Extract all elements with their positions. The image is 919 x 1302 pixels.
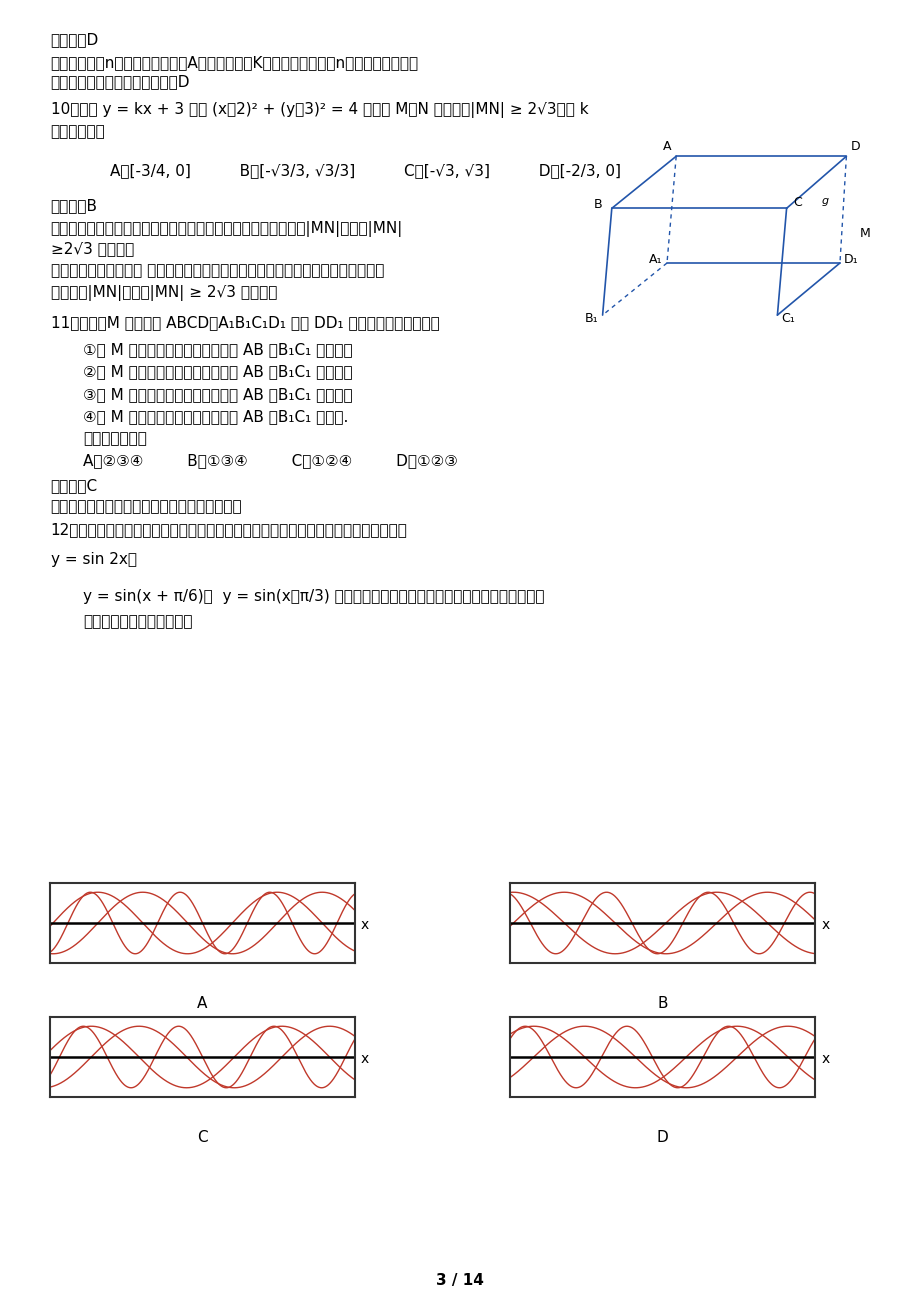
Text: 【解析】考查n次独立重复事件中A事件恰好发生K次的公式，可先求n次测试中没有人通: 【解析】考查n次独立重复事件中A事件恰好发生K次的公式，可先求n次测试中没有人通: [51, 55, 418, 70]
Text: A: A: [197, 996, 208, 1010]
Text: C: C: [197, 1130, 208, 1144]
Text: x: x: [821, 1052, 829, 1066]
Text: ④过 M 点有且只有一个平面与直线 AB 、B₁C₁ 都平行.: ④过 M 点有且只有一个平面与直线 AB 、B₁C₁ 都平行.: [83, 409, 347, 424]
Text: A₁: A₁: [649, 253, 662, 266]
Text: B: B: [656, 996, 667, 1010]
Text: A．[-3/4, 0]          B．[-√3/3, √3/3]          C．[-√3, √3]          D．[-2/3, 0]: A．[-3/4, 0] B．[-√3/3, √3/3] C．[-√3, √3] …: [110, 163, 620, 178]
Text: 12．如图，四位同学在同一个坐标系中分别选定了一个适当的区间，各自作出三个函数: 12．如图，四位同学在同一个坐标系中分别选定了一个适当的区间，各自作出三个函数: [51, 522, 407, 538]
Text: 【答案】D: 【答案】D: [51, 33, 98, 48]
Text: y = sin(x + π/6)，  y = sin(x－π/3) 的图像如下。结果发现其中有一位同学作出的图像有: y = sin(x + π/6)， y = sin(x－π/3) 的图像如下。结…: [83, 589, 544, 604]
Text: ①过 M 点有且只有一条直线与直线 AB 、B₁C₁ 都相交；: ①过 M 点有且只有一条直线与直线 AB 、B₁C₁ 都相交；: [83, 342, 352, 358]
Text: ≥2√3 可得答案: ≥2√3 可得答案: [51, 241, 133, 256]
Text: 3 / 14: 3 / 14: [436, 1273, 483, 1289]
Text: A: A: [662, 139, 671, 152]
Text: ③过 M 点有且只有一个平面与直线 AB 、B₁C₁ 都相交；: ③过 M 点有且只有一个平面与直线 AB 、B₁C₁ 都相交；: [83, 387, 352, 402]
Text: D: D: [850, 139, 859, 152]
Text: x: x: [360, 918, 369, 932]
Text: 【答案】B: 【答案】B: [51, 198, 97, 214]
Text: 【解析】考查立体几何图形中相交平行垂直性质: 【解析】考查立体几何图形中相交平行垂直性质: [51, 499, 242, 514]
Text: A．②③④         B．①③④         C．①②④         D．①②③: A．②③④ B．①③④ C．①②④ D．①②③: [83, 453, 457, 469]
Text: y = sin 2x，: y = sin 2x，: [51, 552, 136, 568]
Text: ②过 M 点有且只有一条直线与直线 AB 、B₁C₁ 都垂直；: ②过 M 点有且只有一条直线与直线 AB 、B₁C₁ 都垂直；: [83, 365, 352, 380]
Text: M: M: [859, 227, 870, 240]
Text: 的取值范围是: 的取值范围是: [51, 124, 106, 139]
Text: x: x: [360, 1052, 369, 1066]
Text: 10．直线 y = kx + 3 与圆 (x－2)² + (y－3)² = 4 相交于 M、N 两点，若|MN| ≥ 2√3，则 k: 10．直线 y = kx + 3 与圆 (x－2)² + (y－3)² = 4 …: [51, 102, 587, 117]
Text: B₁: B₁: [584, 311, 597, 324]
Text: 11．如图，M 是正方体 ABCD－A₁B₁C₁D₁ 的棱 DD₁ 的中点，给出下列命题: 11．如图，M 是正方体 ABCD－A₁B₁C₁D₁ 的棱 DD₁ 的中点，给出…: [51, 315, 439, 331]
Text: 过的概率再利用对立事件得答案D: 过的概率再利用对立事件得答案D: [51, 74, 190, 90]
Text: B: B: [593, 198, 602, 211]
Text: 错误，那么有错误的图像是: 错误，那么有错误的图像是: [83, 615, 192, 630]
Text: x: x: [821, 918, 829, 932]
Text: D₁: D₁: [843, 253, 857, 266]
Text: 平方求出|MN|再结合|MN| ≥ 2√3 可得答案: 平方求出|MN|再结合|MN| ≥ 2√3 可得答案: [51, 285, 277, 301]
Text: 【答案】C: 【答案】C: [51, 478, 97, 493]
Text: C₁: C₁: [781, 311, 794, 324]
Text: 其中真命题是：: 其中真命题是：: [83, 431, 146, 447]
Text: 【解析】考查相交弦问题。法一、可联立方程组利用弦长公式求|MN|再结合|MN|: 【解析】考查相交弦问题。法一、可联立方程组利用弦长公式求|MN|再结合|MN|: [51, 221, 403, 237]
Text: 法二、利用圆的性质知 圆心到直线的距离的平方加上弦长的一半的平方等于半径的: 法二、利用圆的性质知 圆心到直线的距离的平方加上弦长的一半的平方等于半径的: [51, 263, 383, 279]
Text: C: C: [792, 195, 801, 208]
Text: g: g: [821, 197, 828, 207]
Text: D: D: [656, 1130, 667, 1144]
